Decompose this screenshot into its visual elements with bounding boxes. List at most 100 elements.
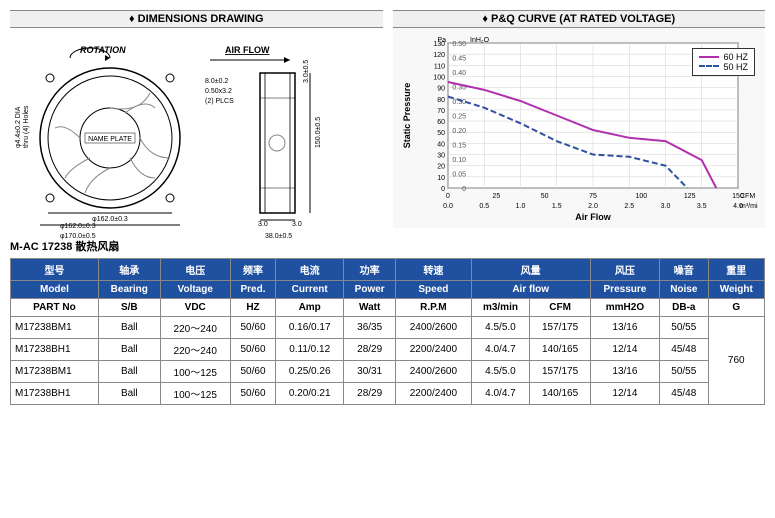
svg-text:30: 30: [437, 153, 445, 160]
svg-text:0.40: 0.40: [452, 70, 466, 77]
table-cell: M17238BH1: [11, 383, 99, 405]
table-cell: 50/55: [660, 317, 708, 339]
svg-text:3.0: 3.0: [258, 221, 268, 228]
header-unit-2: VDC: [160, 299, 230, 317]
header-en-9: Noise: [660, 281, 708, 299]
header-cn-7: 风量: [471, 259, 590, 281]
table-cell: 50/60: [230, 339, 276, 361]
table-cell: Ball: [98, 383, 160, 405]
svg-text:Pa: Pa: [437, 37, 446, 44]
header-cn-0: 型号: [11, 259, 99, 281]
pq-panel: ♦ P&Q CURVE (AT RATED VOLTAGE) 010203040…: [393, 10, 766, 228]
svg-text:90: 90: [437, 86, 445, 93]
svg-text:2.5: 2.5: [624, 203, 634, 210]
table-cell: 140/165: [530, 383, 590, 405]
table-cell: 2200/2400: [396, 383, 471, 405]
header-unit-1: S/B: [98, 299, 160, 317]
table-row: M17238BH1Ball100～12550/600.20/0.2128/292…: [11, 383, 765, 405]
table-cell: 100～125: [160, 361, 230, 383]
svg-text:100: 100: [635, 193, 647, 200]
header-en-3: Pred.: [230, 281, 276, 299]
table-cell: Ball: [98, 317, 160, 339]
header-unit-7: m3/min: [471, 299, 530, 317]
svg-text:0.50: 0.50: [452, 41, 466, 48]
svg-text:8.0±0.2: 8.0±0.2: [205, 78, 228, 85]
header-en-7: Air flow: [471, 281, 590, 299]
table-cell: 45/48: [660, 383, 708, 405]
header-unit-0: PART No: [11, 299, 99, 317]
table-cell: 30/31: [344, 361, 396, 383]
table-cell: 0.25/0.26: [276, 361, 344, 383]
dimensions-drawing: ROTATION NAME PLATE: [10, 28, 383, 228]
pq-title: ♦ P&Q CURVE (AT RATED VOLTAGE): [393, 10, 766, 28]
svg-text:1.0: 1.0: [515, 203, 525, 210]
svg-text:150.0±0.5: 150.0±0.5: [315, 117, 322, 148]
header-en-10: Weight: [708, 281, 764, 299]
header-unit-8: CFM: [530, 299, 590, 317]
header-cn-2: 电压: [160, 259, 230, 281]
table-cell: 36/35: [344, 317, 396, 339]
table-cell: 157/175: [530, 361, 590, 383]
table-row: M17238BM1Ball220～24050/600.16/0.1736/352…: [11, 317, 765, 339]
svg-text:InH₂O: InH₂O: [470, 37, 490, 44]
legend-60hz: 60 HZ: [723, 52, 748, 62]
table-cell: M17238BM1: [11, 317, 99, 339]
table-cell: 157/175: [530, 317, 590, 339]
nameplate-label: NAME PLATE: [88, 136, 132, 143]
header-cn-9: 噪音: [660, 259, 708, 281]
table-cell: 50/55: [660, 361, 708, 383]
table-row: M17238BH1Ball220～24050/600.11/0.1228/292…: [11, 339, 765, 361]
header-cn-1: 轴承: [98, 259, 160, 281]
svg-text:110: 110: [433, 63, 444, 70]
table-cell: 45/48: [660, 339, 708, 361]
header-unit-5: Watt: [344, 299, 396, 317]
table-cell: 4.5/5.0: [471, 317, 530, 339]
header-cn-8: 风压: [590, 259, 659, 281]
svg-text:0: 0: [446, 193, 450, 200]
table-cell: 13/16: [590, 317, 659, 339]
svg-text:0.25: 0.25: [452, 114, 466, 121]
table-cell: 2400/2600: [396, 317, 471, 339]
header-cn-5: 功率: [344, 259, 396, 281]
svg-text:3.0: 3.0: [292, 221, 302, 228]
svg-text:125: 125: [683, 193, 695, 200]
svg-text:75: 75: [589, 193, 597, 200]
table-cell: Ball: [98, 361, 160, 383]
svg-text:10: 10: [437, 175, 445, 182]
svg-text:0.50x3.2: 0.50x3.2: [205, 88, 232, 95]
dim-170: φ170.0±0.5: [60, 233, 96, 240]
header-unit-9: mmH2O: [590, 299, 659, 317]
table-cell: 2200/2400: [396, 339, 471, 361]
header-cn-3: 频率: [230, 259, 276, 281]
svg-text:Air Flow: Air Flow: [575, 212, 611, 222]
dimensions-title: ♦ DIMENSIONS DRAWING: [10, 10, 383, 28]
svg-text:80: 80: [437, 97, 445, 104]
table-cell: 28/29: [344, 339, 396, 361]
header-en-4: Current: [276, 281, 344, 299]
header-cn-4: 电流: [276, 259, 344, 281]
header-cn-6: 转速: [396, 259, 471, 281]
svg-text:20: 20: [437, 164, 445, 171]
spec-table: 型号轴承电压频率电流功率转速风量风压噪音重里 ModelBearingVolta…: [10, 258, 765, 405]
table-cell: 4.5/5.0: [471, 361, 530, 383]
header-unit-11: G: [708, 299, 764, 317]
header-en-5: Power: [344, 281, 396, 299]
dim-38: 38.0±0.5: [265, 233, 292, 240]
svg-text:(2) PLCS: (2) PLCS: [205, 98, 234, 105]
top-row: ♦ DIMENSIONS DRAWING ROTATION: [10, 10, 765, 228]
svg-text:3.0: 3.0: [660, 203, 670, 210]
svg-text:0.15: 0.15: [452, 143, 466, 150]
dim-162: φ162.0±0.3: [60, 223, 96, 230]
table-cell: 0.11/0.12: [276, 339, 344, 361]
table-cell: 50/60: [230, 317, 276, 339]
table-cell: 13/16: [590, 361, 659, 383]
header-en-1: Bearing: [98, 281, 160, 299]
table-cell: Ball: [98, 339, 160, 361]
svg-text:m³/min: m³/min: [740, 203, 758, 210]
header-en-8: Pressure: [590, 281, 659, 299]
table-cell: 220～240: [160, 339, 230, 361]
svg-text:3.5: 3.5: [696, 203, 706, 210]
table-cell: 4.0/4.7: [471, 383, 530, 405]
table-cell: 12/14: [590, 383, 659, 405]
svg-text:50: 50: [540, 193, 548, 200]
